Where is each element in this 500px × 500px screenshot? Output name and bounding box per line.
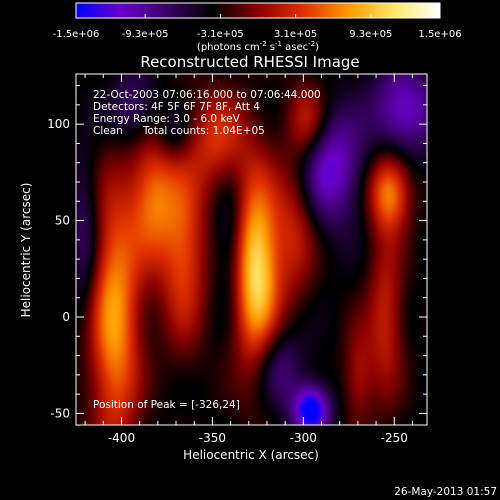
- annotation-energy-range: Energy Range: 3.0 - 6.0 keV: [93, 113, 241, 125]
- peak-position-label: Position of Peak = [-326,24]: [93, 399, 240, 411]
- colorbar-ticks: -1.5e+06 -9.3e+05 -3.1e+05 3.1e+05 9.3e+05 1.…: [53, 14, 462, 40]
- x-tick-label: -400: [108, 431, 135, 445]
- colorbar-tick-label: 9.3e+05: [349, 29, 392, 40]
- colorbar: -1.5e+06 -9.3e+05 -3.1e+05 3.1e+05 9.3e+05 1.…: [53, 2, 462, 53]
- colorbar-tick-label: 3.1e+05: [274, 29, 317, 40]
- colorbar-tick-label: -1.5e+06: [53, 29, 100, 40]
- annotation-clean-counts: Clean Total counts: 1.04E+05: [93, 125, 265, 137]
- x-axis-label: Heliocentric X (arcsec): [183, 448, 319, 462]
- axis-ticks: -400 -350 -300 -250 -50 0 50 100: [47, 74, 427, 445]
- observation-info: 22-Oct-2003 07:06:16.000 to 07:06:44.000…: [93, 89, 321, 137]
- plot-frame: [75, 73, 428, 426]
- colorbar-tick-label: -9.3e+05: [122, 29, 169, 40]
- chart-title: Reconstructed RHESSI Image: [140, 53, 359, 71]
- x-tick-label: -350: [199, 431, 226, 445]
- y-tick-label: 50: [55, 214, 70, 228]
- colorbar-tick-label: 1.5e+06: [418, 29, 461, 40]
- x-tick-label: -250: [381, 431, 408, 445]
- footer-timestamp: 26-May-2013 01:57: [394, 486, 497, 498]
- colorbar-tick-label: -3.1e+05: [197, 29, 244, 40]
- y-tick-label: 100: [47, 117, 70, 131]
- y-tick-label: -50: [50, 406, 70, 420]
- x-tick-label: -300: [290, 431, 317, 445]
- colorbar-gradient: [75, 2, 441, 19]
- annotation-time-range: 22-Oct-2003 07:06:16.000 to 07:06:44.000: [93, 89, 321, 101]
- annotation-detectors: Detectors: 4F 5F 6F 7F 8F, Att 4: [93, 101, 260, 113]
- heatmap-image: [76, 74, 427, 425]
- colorbar-units: (photons cm-2 s-1 asec-2): [197, 40, 319, 53]
- y-axis-label: Heliocentric Y (arcsec): [19, 183, 33, 318]
- y-tick-label: 0: [62, 310, 70, 324]
